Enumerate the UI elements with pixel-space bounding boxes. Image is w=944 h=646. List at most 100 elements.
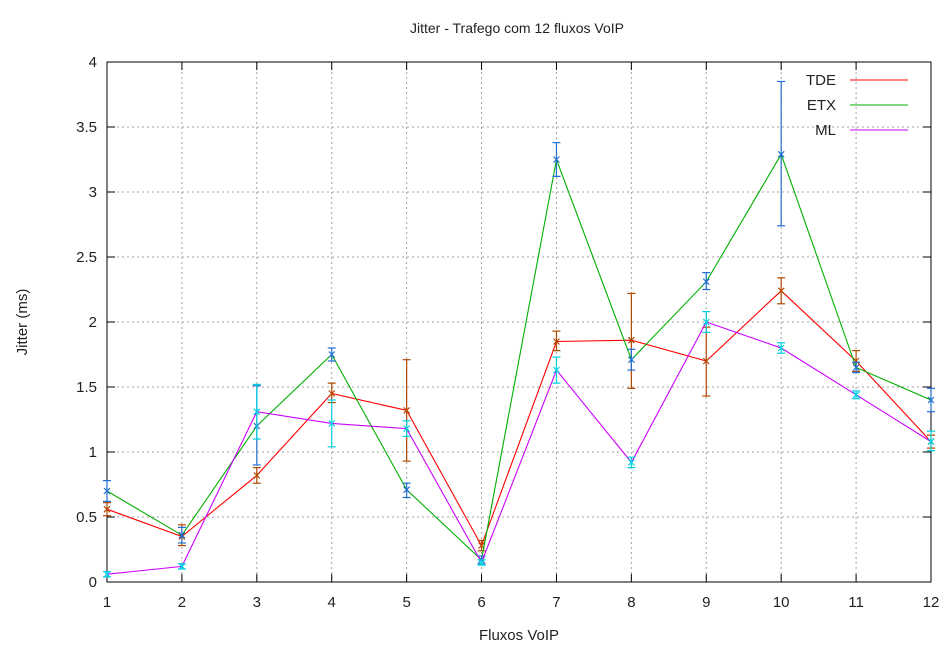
data-point-ml — [103, 570, 111, 578]
data-point-tde — [777, 287, 785, 295]
series-line-tde — [106, 290, 932, 547]
x-tick-label: 11 — [848, 594, 864, 611]
data-point-stroke — [403, 486, 411, 494]
legend-label-etx: ETX — [807, 97, 836, 114]
data-point-etx — [927, 396, 935, 404]
data-point-stroke — [253, 471, 261, 479]
x-tick-label: 6 — [477, 594, 485, 611]
data-point-stroke — [328, 419, 336, 427]
data-point-stroke — [403, 406, 411, 414]
x-tick-label: 12 — [923, 594, 940, 611]
data-point-stroke — [328, 351, 336, 358]
data-point-etx — [852, 364, 860, 371]
series-layer — [103, 80, 935, 578]
data-point-ml — [627, 458, 635, 466]
data-point-ml — [777, 344, 785, 352]
y-tick-label: 3 — [89, 184, 97, 201]
data-point-stroke — [702, 318, 710, 326]
data-point-tde — [103, 505, 111, 513]
data-point-stroke — [702, 278, 710, 286]
x-tick-label: 1 — [103, 594, 111, 611]
y-axis-label: Jitter (ms) — [14, 289, 31, 356]
data-point-ml — [553, 366, 560, 374]
series-ml — [103, 311, 935, 578]
data-point-tde — [553, 338, 560, 345]
series-tde — [103, 277, 935, 552]
data-point-stroke — [103, 487, 111, 495]
legend: TDE ETX ML — [806, 72, 908, 139]
data-point-stroke — [553, 156, 560, 163]
data-point-stroke — [253, 408, 261, 416]
x-tick-label: 2 — [178, 594, 186, 611]
y-tick-label: 1 — [89, 444, 97, 461]
data-point-stroke — [777, 287, 785, 295]
data-point-ml — [927, 438, 935, 446]
x-tick-label: 10 — [773, 594, 790, 611]
data-point-tde — [702, 357, 710, 365]
data-point-stroke — [927, 438, 935, 446]
data-point-ml — [403, 425, 411, 433]
y-axis: 0 0.5 1 1.5 2 2.5 3 3.5 4 — [76, 54, 931, 591]
x-axis: 1 2 3 4 5 6 7 8 9 10 11 12 — [103, 62, 940, 611]
legend-label-tde: TDE — [806, 72, 836, 89]
data-point-stroke — [852, 364, 860, 371]
x-tick-label: 3 — [253, 594, 261, 611]
data-point-etx — [103, 487, 111, 495]
y-tick-label: 2 — [89, 314, 97, 331]
data-point-stroke — [103, 570, 111, 578]
x-tick-label: 8 — [627, 594, 635, 611]
data-point-etx — [328, 351, 336, 358]
data-point-etx — [403, 486, 411, 494]
data-point-stroke — [328, 390, 336, 397]
data-point-etx — [553, 156, 560, 163]
series-etx — [103, 80, 935, 565]
data-point-ml — [253, 408, 261, 416]
data-point-stroke — [852, 391, 860, 399]
y-tick-label: 0.5 — [76, 509, 97, 526]
grid — [107, 62, 931, 582]
data-point-stroke — [627, 336, 635, 344]
data-point-etx — [178, 531, 186, 539]
data-point-ml — [852, 391, 860, 399]
data-point-ml — [178, 562, 186, 570]
data-point-etx — [702, 278, 710, 286]
data-point-etx — [627, 356, 635, 364]
data-point-stroke — [553, 366, 560, 374]
data-point-ml — [702, 318, 710, 326]
x-tick-label: 9 — [702, 594, 710, 611]
data-point-stroke — [627, 458, 635, 466]
y-tick-label: 4 — [89, 54, 97, 71]
data-point-stroke — [178, 531, 186, 539]
data-point-stroke — [478, 559, 485, 566]
x-axis-label: Fluxos VoIP — [479, 627, 559, 644]
data-point-stroke — [702, 357, 710, 365]
y-tick-label: 1.5 — [76, 379, 97, 396]
y-tick-label: 0 — [89, 574, 97, 591]
legend-label-ml: ML — [815, 122, 836, 139]
data-point-ml — [478, 559, 485, 566]
data-point-tde — [627, 336, 635, 344]
data-point-tde — [328, 390, 336, 397]
chart-title: Jitter - Trafego com 12 fluxos VoIP — [410, 20, 624, 36]
data-point-stroke — [103, 505, 111, 513]
y-tick-label: 2.5 — [76, 249, 97, 266]
series-line-etx — [106, 153, 932, 561]
data-point-stroke — [777, 344, 785, 352]
series-line-ml — [106, 321, 932, 575]
y-tick-label: 3.5 — [76, 119, 97, 136]
data-point-stroke — [478, 542, 485, 550]
data-point-tde — [253, 471, 261, 479]
data-point-etx — [777, 150, 785, 158]
data-point-stroke — [927, 396, 935, 404]
data-point-ml — [328, 419, 336, 427]
x-tick-label: 7 — [552, 594, 560, 611]
data-point-stroke — [553, 338, 560, 345]
data-point-tde — [403, 406, 411, 414]
data-point-stroke — [627, 356, 635, 364]
x-tick-label: 5 — [402, 594, 410, 611]
data-point-stroke — [178, 562, 186, 570]
data-point-stroke — [777, 150, 785, 158]
data-point-stroke — [403, 425, 411, 433]
x-tick-label: 4 — [328, 594, 336, 611]
